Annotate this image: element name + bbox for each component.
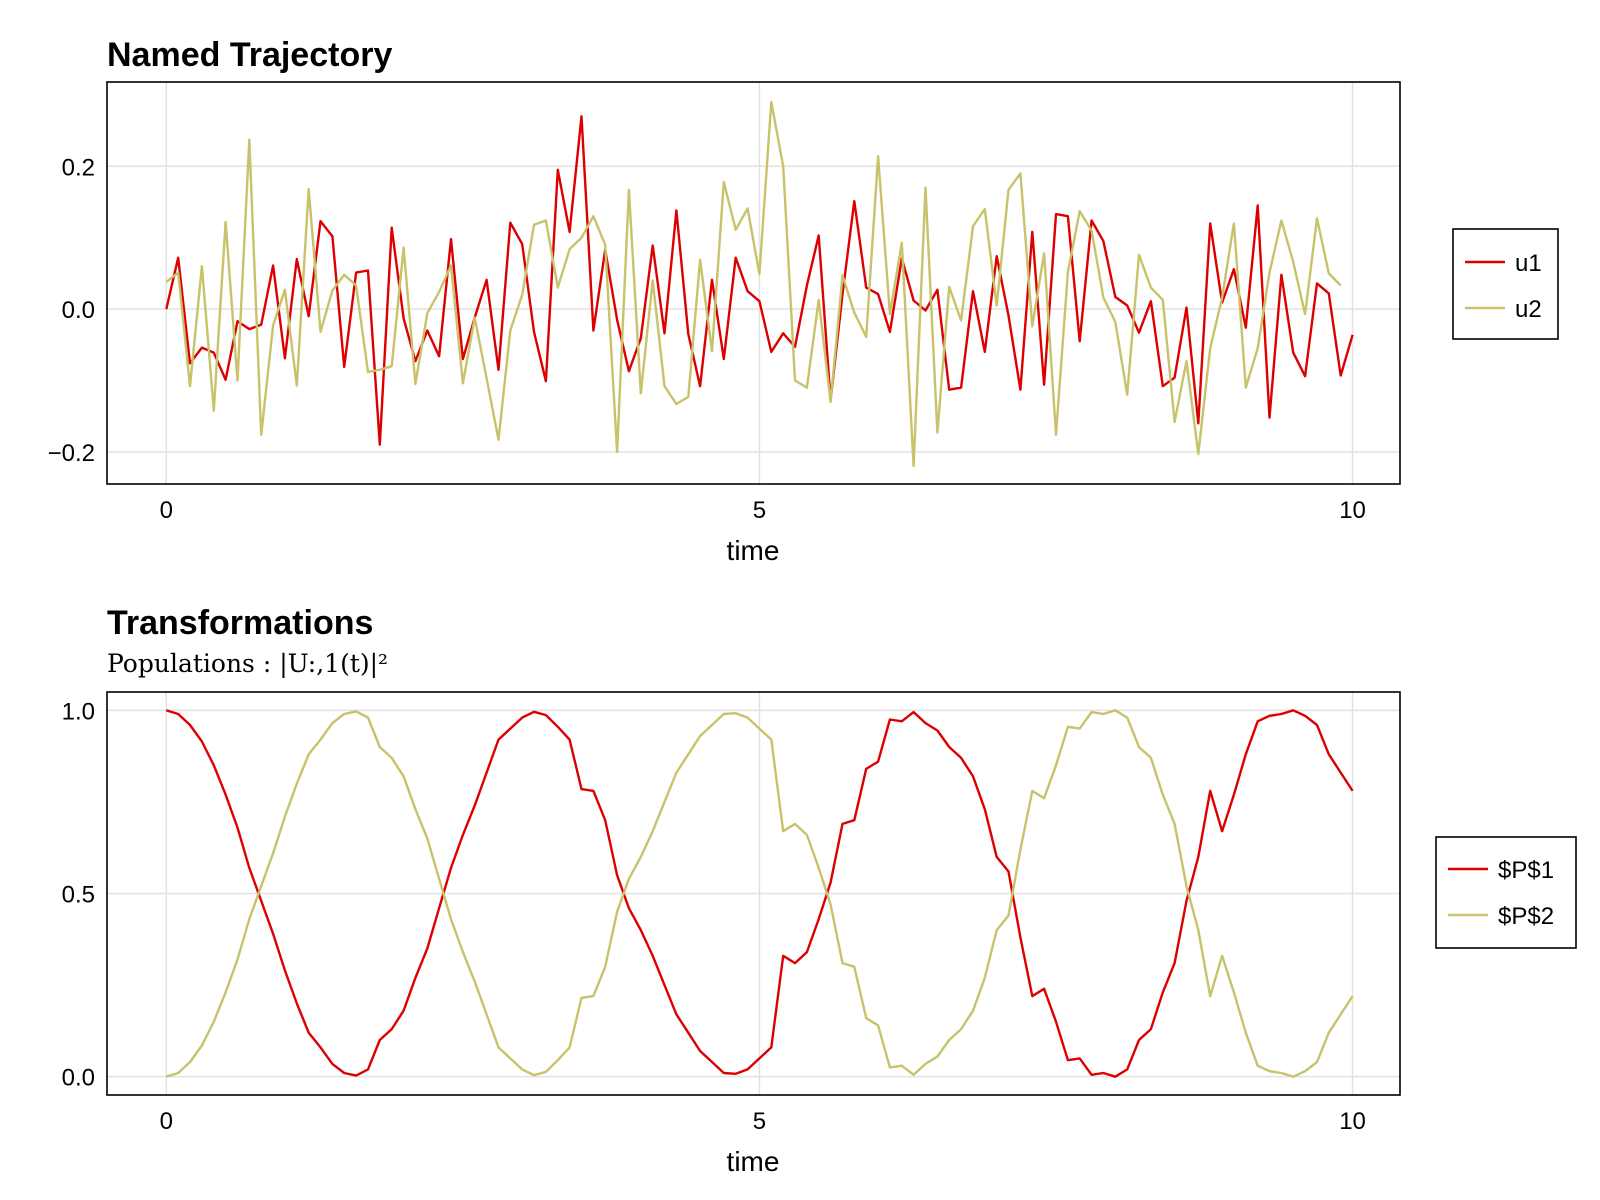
x-tick-label: 10 (1339, 497, 1366, 524)
chart-title: Transformations (107, 604, 373, 642)
x-tick-label: 5 (753, 497, 766, 524)
y-tick-label: 0.5 (62, 882, 95, 909)
x-axis-label: time (727, 535, 780, 566)
legend-box (1435, 836, 1577, 949)
y-tick-labels: 0.0 0.5 1.0 (62, 698, 95, 1091)
y-tick-label: 0.0 (62, 1065, 95, 1092)
x-tick-label: 5 (753, 1108, 766, 1135)
grid-lines (107, 692, 1400, 1095)
plot-frame (106, 81, 1401, 485)
panel-named-trajectory: Named Trajectory −0.2 0.0 0.2 0 5 10 tim… (48, 36, 1559, 566)
y-tick-label: 1.0 (62, 698, 95, 725)
y-tick-labels: −0.2 0.0 0.2 (48, 154, 95, 467)
panel-transformations: Transformations Populations : |U:,1(t)|²… (62, 604, 1577, 1177)
legend: u1 u2 (1452, 228, 1559, 340)
series-line-u2 (165, 100, 1342, 468)
y-tick-label: 0.0 (62, 297, 95, 324)
y-tick-label: 0.2 (62, 154, 95, 181)
x-tick-label: 10 (1339, 1108, 1366, 1135)
plot-frame (106, 691, 1401, 1096)
series-line-u1 (165, 115, 1354, 446)
series-line-p2 (165, 709, 1354, 1078)
x-axis-label: time (727, 1146, 780, 1177)
y-tick-label: −0.2 (48, 440, 95, 467)
x-tick-labels: 0 5 10 (160, 1108, 1366, 1135)
x-tick-label: 0 (160, 497, 173, 524)
legend-label-p1: $P$1 (1498, 857, 1554, 884)
legend-label-p2: $P$2 (1498, 903, 1554, 930)
chart-subtitle: Populations : |U:,1(t)|² (107, 649, 388, 679)
legend: $P$1 $P$2 (1435, 836, 1577, 949)
x-tick-label: 0 (160, 1108, 173, 1135)
grid-lines (107, 82, 1400, 484)
x-tick-labels: 0 5 10 (160, 497, 1366, 524)
series-line-p1 (165, 709, 1354, 1078)
legend-label-u2: u2 (1515, 296, 1542, 323)
legend-box (1452, 228, 1559, 340)
legend-label-u1: u1 (1515, 250, 1542, 277)
chart-title: Named Trajectory (107, 36, 392, 74)
